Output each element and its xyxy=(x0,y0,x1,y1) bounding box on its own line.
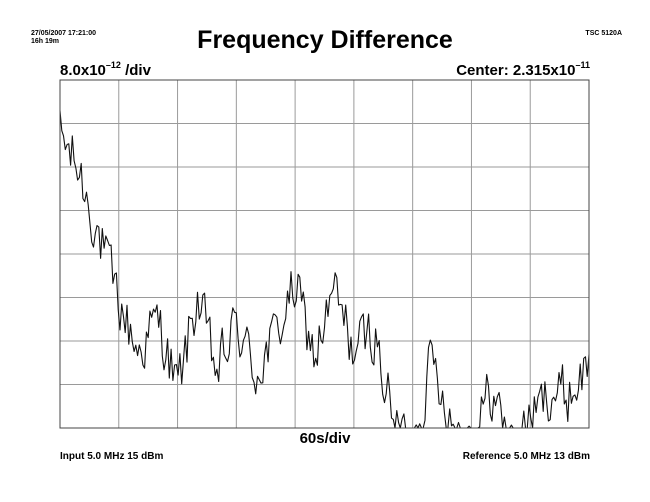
center-base: Center: 2.315x10 xyxy=(456,62,576,79)
chart-title: Frequency Difference xyxy=(197,26,453,54)
duration-label: 16h 19m xyxy=(31,38,60,45)
center-exponent: –11 xyxy=(575,60,590,70)
y-scale-unit: /div xyxy=(120,62,151,79)
y-scale-exponent: –12 xyxy=(105,60,121,70)
timestamp-label: 27/05/2007 17:21:00 xyxy=(31,30,96,37)
y-scale-base: 8.0x10 xyxy=(60,62,106,79)
chart-trace xyxy=(59,110,590,429)
center-value-label: Center: 2.315x10–11 xyxy=(456,60,590,79)
instrument-label: TSC 5120A xyxy=(585,30,622,37)
reference-info: Reference 5.0 MHz 13 dBm xyxy=(462,451,590,462)
input-info: Input 5.0 MHz 15 dBm xyxy=(60,451,164,462)
x-axis-label: 60s/div xyxy=(299,430,351,447)
chart-grid xyxy=(59,79,590,429)
frequency-difference-series-line xyxy=(59,110,590,429)
y-scale-label: 8.0x10–12 /div xyxy=(60,60,151,79)
plot-frame xyxy=(59,79,590,429)
